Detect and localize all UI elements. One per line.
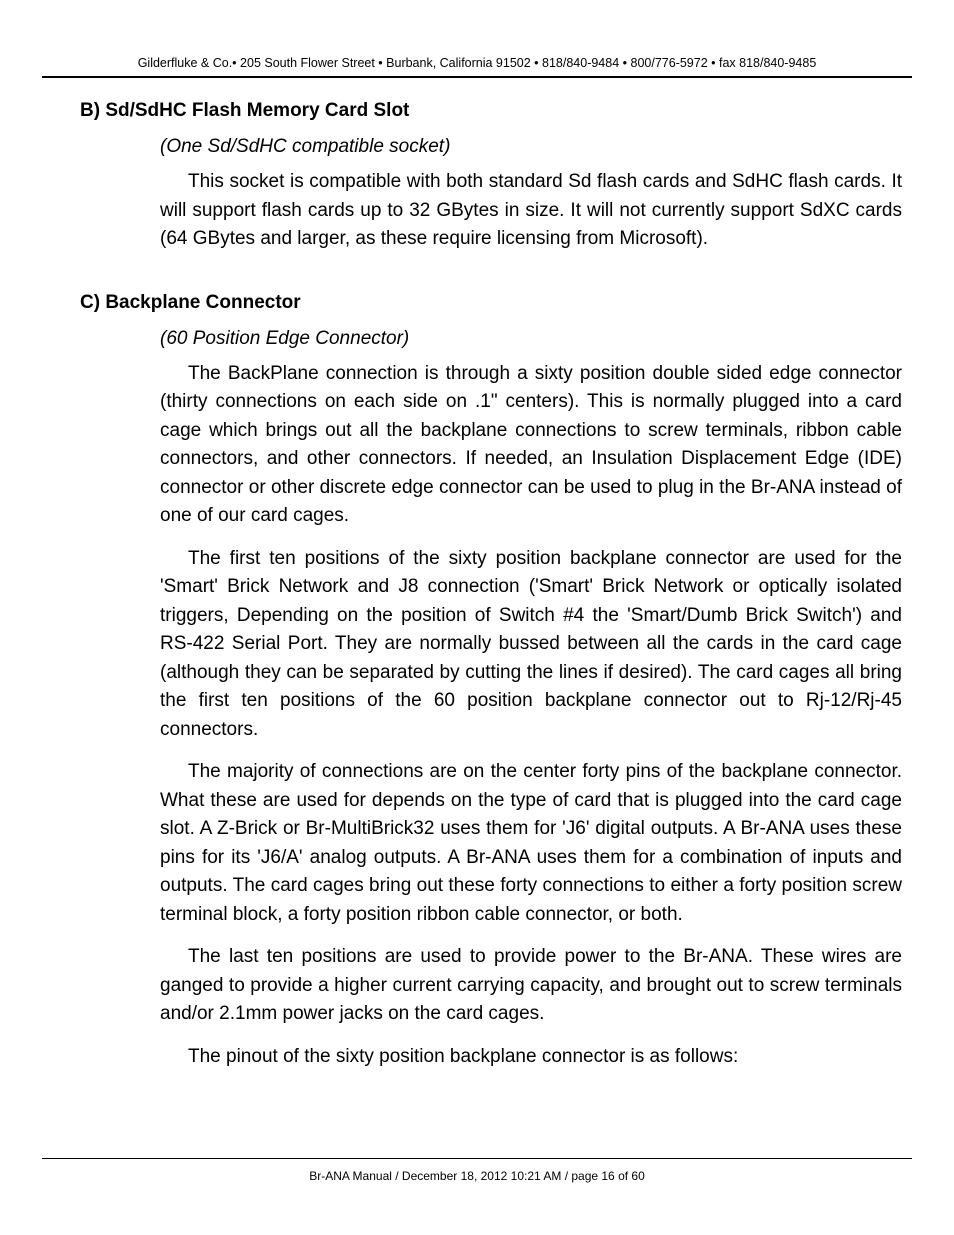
section-c-paragraph-3: The majority of connections are on the c… xyxy=(160,758,902,929)
footer-rule xyxy=(42,1158,912,1159)
page-header: Gilderfluke & Co.• 205 South Flower Stre… xyxy=(42,56,912,76)
section-b-heading: B) Sd/SdHC Flash Memory Card Slot xyxy=(80,100,912,122)
header-rule xyxy=(42,76,912,78)
page-footer: Br-ANA Manual / December 18, 2012 10:21 … xyxy=(42,1158,912,1183)
section-c-paragraph-1: The BackPlane connection is through a si… xyxy=(160,360,902,531)
section-b-paragraph-1: This socket is compatible with both stan… xyxy=(160,168,902,254)
section-b-subtitle: (One Sd/SdHC compatible socket) xyxy=(160,136,912,158)
section-c-subtitle: (60 Position Edge Connector) xyxy=(160,328,912,350)
section-c-heading: C) Backplane Connector xyxy=(80,292,912,314)
footer-text: Br-ANA Manual / December 18, 2012 10:21 … xyxy=(42,1169,912,1183)
section-c-paragraph-2: The first ten positions of the sixty pos… xyxy=(160,545,902,745)
page-container: Gilderfluke & Co.• 205 South Flower Stre… xyxy=(0,0,954,1071)
section-c-paragraph-4: The last ten positions are used to provi… xyxy=(160,943,902,1029)
section-c-paragraph-5: The pinout of the sixty position backpla… xyxy=(160,1043,902,1072)
